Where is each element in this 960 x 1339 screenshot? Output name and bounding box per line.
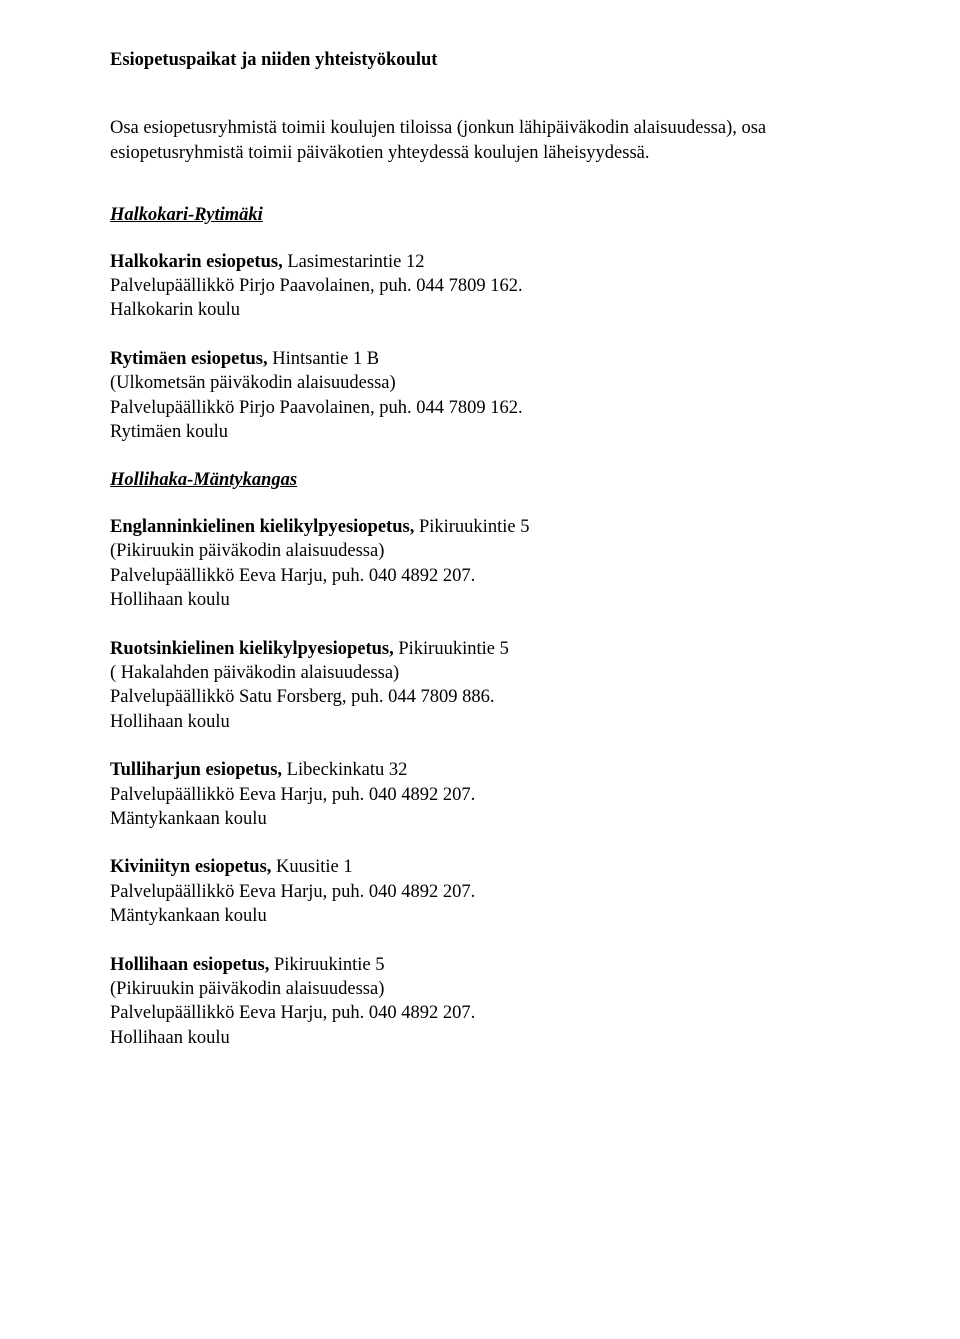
entry: Ruotsinkielinen kielikylpyesiopetus, Pik… xyxy=(110,637,850,735)
section-header: Halkokari-Rytimäki xyxy=(110,203,850,227)
entry: Halkokarin esiopetus, Lasimestarintie 12… xyxy=(110,250,850,323)
intro-paragraph: Osa esiopetusryhmistä toimii koulujen ti… xyxy=(110,116,850,165)
entry-line: Rytimäen koulu xyxy=(110,420,850,444)
entry-name-bold: Ruotsinkielinen kielikylpyesiopetus, xyxy=(110,639,394,659)
entry-line: Mäntykankaan koulu xyxy=(110,904,850,928)
entry-name-bold: Englanninkielinen kielikylpyesiopetus, xyxy=(110,517,414,537)
entry-line: Palvelupäällikkö Eeva Harju, puh. 040 48… xyxy=(110,783,850,807)
entry: Hollihaan esiopetus, Pikiruukintie 5 (Pi… xyxy=(110,953,850,1051)
entry-name-rest: Pikiruukintie 5 xyxy=(414,517,529,537)
entry-line: (Pikiruukin päiväkodin alaisuudessa) xyxy=(110,977,850,1001)
entry-line: Palvelupäällikkö Eeva Harju, puh. 040 48… xyxy=(110,1001,850,1025)
entry-line: Palvelupäällikkö Pirjo Paavolainen, puh.… xyxy=(110,396,850,420)
entry-name-rest: Libeckinkatu 32 xyxy=(282,760,407,780)
entry-name-rest: Pikiruukintie 5 xyxy=(394,639,509,659)
entry-name-bold: Halkokarin esiopetus, xyxy=(110,252,283,272)
entry-name-bold: Tulliharjun esiopetus, xyxy=(110,760,282,780)
entry-name-rest: Pikiruukintie 5 xyxy=(269,955,384,975)
entry-line: Palvelupäällikkö Satu Forsberg, puh. 044… xyxy=(110,685,850,709)
entry-line: ( Hakalahden päiväkodin alaisuudessa) xyxy=(110,661,850,685)
entry-name-bold: Rytimäen esiopetus, xyxy=(110,349,268,369)
entry-line: Halkokarin koulu xyxy=(110,298,850,322)
entry-name-bold: Kiviniityn esiopetus, xyxy=(110,857,271,877)
entry-name-rest: Hintsantie 1 B xyxy=(268,349,380,369)
entry-line: Mäntykankaan koulu xyxy=(110,807,850,831)
section-header: Hollihaka-Mäntykangas xyxy=(110,468,850,492)
entry: Rytimäen esiopetus, Hintsantie 1 B (Ulko… xyxy=(110,347,850,445)
entry-name-rest: Kuusitie 1 xyxy=(271,857,352,877)
entry: Tulliharjun esiopetus, Libeckinkatu 32 P… xyxy=(110,758,850,831)
entry-line: Palvelupäällikkö Eeva Harju, puh. 040 48… xyxy=(110,880,850,904)
entry-line: Hollihaan koulu xyxy=(110,710,850,734)
page-title: Esiopetuspaikat ja niiden yhteistyökoulu… xyxy=(110,48,850,72)
entry-name-rest: Lasimestarintie 12 xyxy=(283,252,425,272)
entry-line: Hollihaan koulu xyxy=(110,588,850,612)
entry-line: Palvelupäällikkö Pirjo Paavolainen, puh.… xyxy=(110,274,850,298)
entry-line: (Ulkometsän päiväkodin alaisuudessa) xyxy=(110,371,850,395)
entry-name-bold: Hollihaan esiopetus, xyxy=(110,955,269,975)
entry-line: Palvelupäällikkö Eeva Harju, puh. 040 48… xyxy=(110,564,850,588)
entry: Kiviniityn esiopetus, Kuusitie 1 Palvelu… xyxy=(110,855,850,928)
entry-line: (Pikiruukin päiväkodin alaisuudessa) xyxy=(110,539,850,563)
entry-line: Hollihaan koulu xyxy=(110,1026,850,1050)
entry: Englanninkielinen kielikylpyesiopetus, P… xyxy=(110,515,850,613)
